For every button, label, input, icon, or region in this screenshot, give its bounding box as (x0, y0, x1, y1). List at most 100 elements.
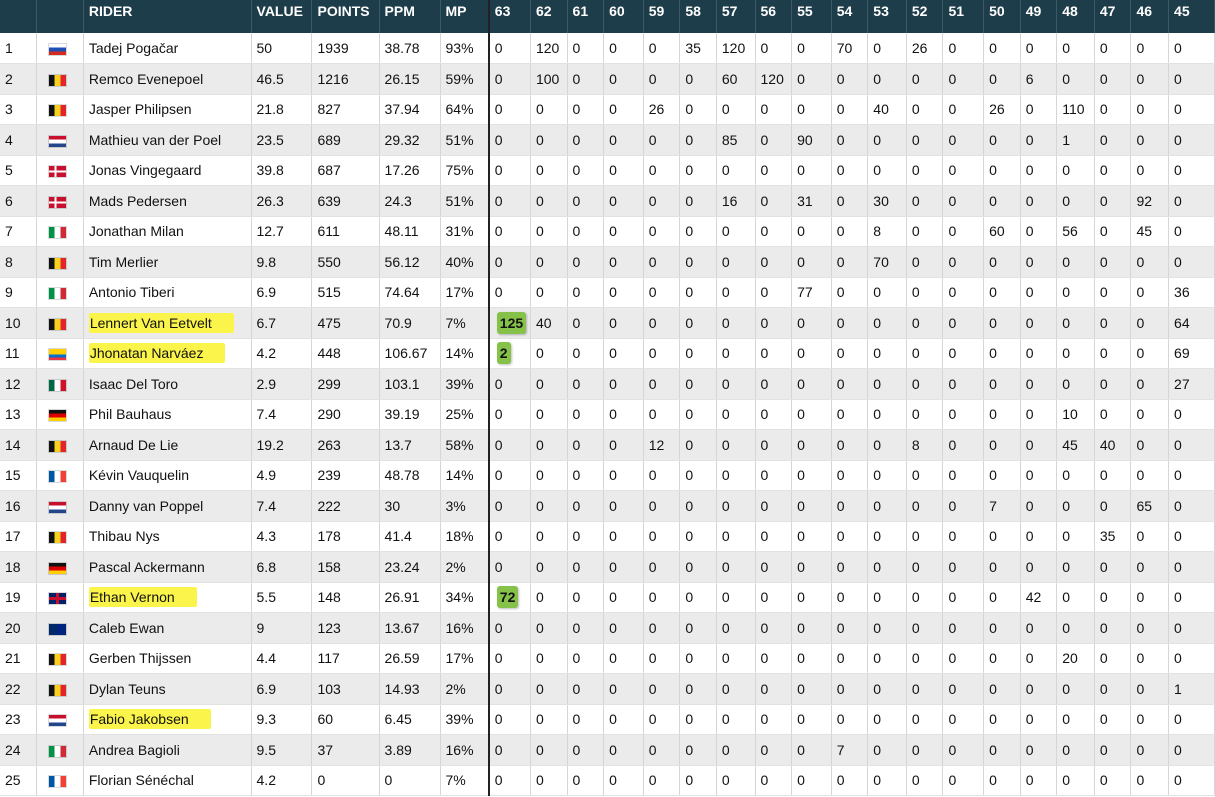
header-61[interactable]: 61 (567, 0, 605, 33)
header-49[interactable]: 49 (1020, 0, 1058, 33)
stage-53-cell: 0 (867, 338, 907, 369)
header-59[interactable]: 59 (643, 0, 681, 33)
header-47[interactable]: 47 (1094, 0, 1132, 33)
stage-45-cell: 0 (1168, 399, 1215, 430)
rider-name[interactable]: Arnaud De Lie (88, 436, 179, 453)
table-row[interactable]: 24 Andrea Bagioli 9.5 37 3.89 16% 0 0 0 0 0 0 0 0 0 7 0 0… (0, 734, 1215, 766)
stage-52-cell: 0 (906, 673, 944, 705)
rider-name[interactable]: Thibau Nys (88, 528, 160, 545)
rider-name[interactable]: Florian Sénéchal (88, 772, 194, 789)
header-54[interactable]: 54 (831, 0, 869, 33)
rider-name[interactable]: Andrea Bagioli (88, 741, 180, 758)
table-row[interactable]: 25 Florian Sénéchal 4.2 0 0 7% 0 0 0 0 0 0 0 0 0 0 0 0 0 0 0… (0, 765, 1215, 796)
table-row[interactable]: 13 Phil Bauhaus 7.4 290 39.19 25% 0 0 0 0 0 0 0 0 0 0 0 0… (0, 399, 1215, 430)
points-cell: 299 (311, 368, 380, 400)
stage-53-cell: 0 (867, 521, 907, 552)
stage-60-cell: 0 (603, 277, 644, 308)
header-63[interactable]: 63 (487, 0, 531, 33)
table-row[interactable]: 21 Gerben Thijssen 4.4 117 26.59 17% 0 0 0 0 0 0 0 0 0… (0, 643, 1215, 674)
rider-name[interactable]: Dylan Teuns (88, 680, 166, 697)
header-ppm[interactable]: PPM (379, 0, 441, 33)
header-45[interactable]: 45 (1168, 0, 1215, 33)
table-row[interactable]: 5 Jonas Vingegaard 39.8 687 17.26 75% 0 0 0 0 0 0 0 0… (0, 155, 1215, 186)
rider-name[interactable]: Tadej Pogačar (88, 40, 179, 56)
stage-47-cell: 0 (1094, 277, 1132, 308)
stage-48-cell: 10 (1056, 399, 1095, 430)
rider-name[interactable]: Phil Bauhaus (88, 406, 172, 423)
table-row[interactable]: 8 Tim Merlier 9.8 550 56.12 40% 0 0 0 0 0 0 0 0 0 0 70 0 0… (0, 246, 1215, 278)
mp-cell: 2% (440, 673, 490, 705)
rider-name[interactable]: Mads Pedersen (88, 192, 187, 209)
table-row[interactable]: 6 Mads Pedersen 26.3 639 24.3 51% 0 0 0 0 0 0 16 0 31 0… (0, 185, 1215, 217)
rider-name[interactable]: Lennert Van Eetvelt (88, 312, 234, 333)
header-mp[interactable]: MP (440, 0, 490, 33)
table-row[interactable]: 7 Jonathan Milan 12.7 611 48.11 31% 0 0 0 0 0 0 0 0 0 0… (0, 216, 1215, 247)
table-row[interactable]: 10 Lennert Van Eetvelt 6.7 475 70.9 7% 125 40 0 0… (0, 307, 1215, 339)
table-row[interactable]: 16 Danny van Poppel 7.4 222 30 3% 0 0 0 0 0 0 0 0 0 0 0 0… (0, 490, 1215, 522)
header-55[interactable]: 55 (791, 0, 832, 33)
header-52[interactable]: 52 (906, 0, 944, 33)
rider-name[interactable]: Jonas Vingegaard (88, 162, 202, 179)
rider-name[interactable]: Remco Evenepoel (88, 70, 204, 87)
table-row[interactable]: 4 Mathieu van der Poel 23.5 689 29.32 51% 0 0 0 0… (0, 124, 1215, 156)
rider-name[interactable]: Jhonatan Narváez (88, 343, 226, 364)
header-46[interactable]: 46 (1130, 0, 1170, 33)
table-row[interactable]: 22 Dylan Teuns 6.9 103 14.93 2% 0 0 0 0 0 0 0 0 0 0 0 0 0 0… (0, 673, 1215, 705)
stage-50-cell: 0 (983, 765, 1021, 796)
header-50[interactable]: 50 (983, 0, 1021, 33)
table-row[interactable]: 23 Fabio Jakobsen 9.3 60 6.45 39% 0 0 0 0 0 0 0 0 0 0 0 0… (0, 704, 1215, 735)
header-48[interactable]: 48 (1056, 0, 1095, 33)
italy-flag-icon (49, 745, 67, 757)
stage-56-cell: 0 (755, 673, 793, 705)
ppm-cell: 103.1 (379, 368, 441, 400)
rider-name[interactable]: Ethan Vernon (88, 587, 197, 608)
header-58[interactable]: 58 (679, 0, 717, 33)
rider-name[interactable]: Isaac Del Toro (88, 375, 179, 392)
rider-name[interactable]: Pascal Ackermann (88, 558, 205, 575)
table-row[interactable]: 17 Thibau Nys 4.3 178 41.4 18% 0 0 0 0 0 0 0 0 0 0 0 0 0 0 0… (0, 521, 1215, 552)
rider-name[interactable]: Jonathan Milan (88, 223, 184, 240)
stage-49-cell: 0 (1020, 124, 1058, 156)
stage-62-cell: 0 (530, 673, 568, 705)
rider-name[interactable]: Tim Merlier (88, 253, 159, 270)
rider-name[interactable]: Danny van Poppel (88, 497, 204, 514)
stage-63-cell: 0 (487, 399, 531, 430)
stage-61-cell: 0 (567, 399, 605, 430)
header-flag[interactable] (36, 0, 84, 33)
header-62[interactable]: 62 (530, 0, 568, 33)
table-row[interactable]: 20 Caleb Ewan 9 123 13.67 16% 0 0 0 0 0 0 0 0 0 0 0 0 0 0 0 0… (0, 612, 1215, 644)
rider-name[interactable]: Caleb Ewan (88, 619, 165, 636)
value-cell: 46.5 (251, 63, 313, 95)
header-rank[interactable] (0, 0, 38, 33)
table-row[interactable]: 9 Antonio Tiberi 6.9 515 74.64 17% 0 0 0 0 0 0 0 0 77 0… (0, 277, 1215, 308)
header-60[interactable]: 60 (603, 0, 644, 33)
header-rider[interactable]: RIDER (83, 0, 252, 33)
header-points[interactable]: POINTS (311, 0, 380, 33)
table-row[interactable]: 11 Jhonatan Narváez 4.2 448 106.67 14% 2 0 0 0 0 0 0… (0, 338, 1215, 369)
table-row[interactable]: 15 Kévin Vauquelin 4.9 239 48.78 14% 0 0 0 0 0 0 0 0 0… (0, 460, 1215, 491)
header-57[interactable]: 57 (716, 0, 756, 33)
table-row[interactable]: 2 Remco Evenepoel 46.5 1216 26.15 59% 0 100 0 0 0 0… (0, 63, 1215, 95)
rider-name[interactable]: Jasper Philipsen (88, 101, 192, 118)
table-row[interactable]: 1 Tadej Pogačar 50 1939 38.78 93% 0 120 0 0 0 35 120… (0, 33, 1215, 64)
rider-name[interactable]: Gerben Thijssen (88, 650, 192, 667)
flag-cell (36, 673, 84, 705)
table-row[interactable]: 14 Arnaud De Lie 19.2 263 13.7 58% 0 0 0 0 12 0 0 0 0 0… (0, 429, 1215, 461)
stage-51-cell: 0 (942, 429, 985, 461)
rider-name-cell: Mads Pedersen (83, 185, 252, 217)
table-row[interactable]: 3 Jasper Philipsen 21.8 827 37.94 64% 0 0 0 0 26 0 0… (0, 94, 1215, 125)
stage-48-cell: 0 (1056, 246, 1095, 278)
rider-name[interactable]: Antonio Tiberi (88, 284, 175, 301)
rider-name[interactable]: Kévin Vauquelin (88, 467, 189, 484)
rider-name[interactable]: Mathieu van der Poel (88, 131, 222, 148)
header-53[interactable]: 53 (867, 0, 907, 33)
header-value[interactable]: VALUE (251, 0, 313, 33)
table-row[interactable]: 12 Isaac Del Toro 2.9 299 103.1 39% 0 0 0 0 0 0 0 0 0 0… (0, 368, 1215, 400)
header-51[interactable]: 51 (942, 0, 985, 33)
stage-52-cell: 0 (906, 185, 944, 217)
points-cell: 123 (311, 612, 380, 644)
table-row[interactable]: 19 Ethan Vernon 5.5 148 26.91 34% 72 0 0 0 0 0 0 0 0 0 0… (0, 582, 1215, 613)
table-row[interactable]: 18 Pascal Ackermann 6.8 158 23.24 2% 0 0 0 0 0 0 0 0 0… (0, 551, 1215, 583)
header-56[interactable]: 56 (755, 0, 793, 33)
rider-name[interactable]: Fabio Jakobsen (88, 709, 211, 730)
